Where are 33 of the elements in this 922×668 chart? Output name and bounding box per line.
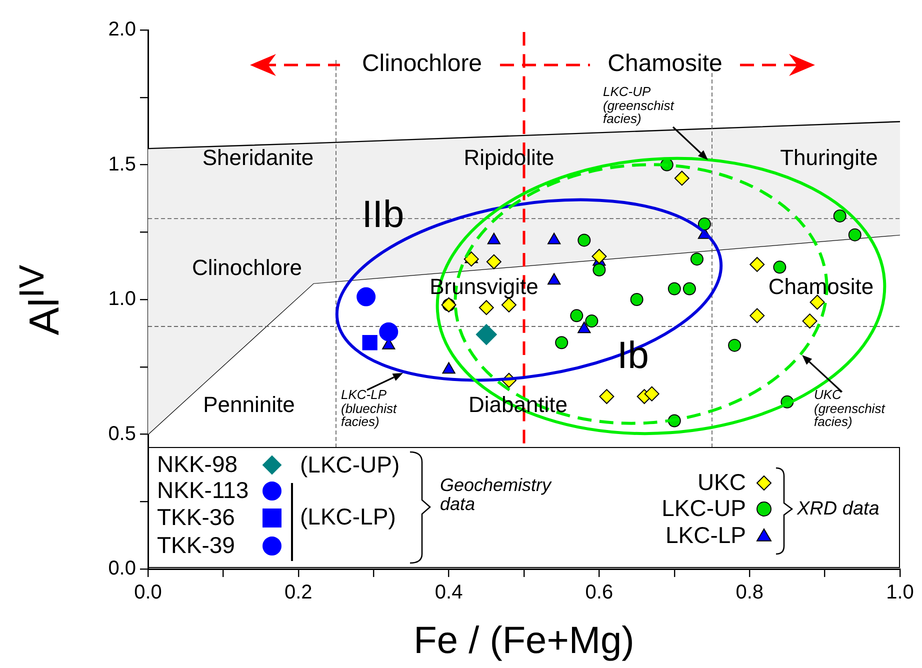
legend-label: UKC [697,469,746,495]
annotation: (LKC-UP) [300,451,400,478]
annotation: Sheridanite [202,145,314,170]
annotation: (LKC-LP) [300,503,396,530]
x-tick-label: 0.2 [284,582,312,604]
y-tick-label: 0.0 [108,558,136,580]
annotation: Chamosite [608,50,722,77]
annotation: LKC-UP (greenschist facies) [603,84,674,126]
y-tick-label: 0.5 [108,422,136,445]
annotation: XRD data [797,498,880,520]
y-tick-label: 1.0 [108,288,136,310]
annotation: UKC (greenschist facies) [814,386,885,430]
legend-label: TKK-39 [157,532,235,558]
x-tick-label: 0.0 [134,582,162,604]
x-tick-label: 0.8 [736,582,764,604]
legend-label: LKC-UP [662,495,746,521]
y-tick-label: 2.0 [108,18,136,41]
annotation: Clinochlore [192,255,302,280]
annotation: Ripidolite [464,145,554,170]
annotation: Geochemistry data [440,475,552,514]
legend-label: LKC-LP [665,522,746,548]
x-tick-label: 1.0 [886,582,914,604]
annotation: Penninite [203,392,295,417]
legend-label: NKK-113 [157,477,249,503]
legend-label: TKK-36 [157,504,235,530]
y-tick-label: 1.5 [108,153,136,176]
legend-label: NKK-98 [157,451,238,477]
annotation: Clinochlore [362,50,482,77]
x-axis-title: Fe / (Fe+Mg) [412,620,636,662]
x-tick-label: 0.4 [434,582,463,604]
annotation: LKC-LP (bluechist facies) [341,386,397,430]
x-tick-label: 0.6 [585,582,614,604]
annotation: Thuringite [780,145,878,170]
